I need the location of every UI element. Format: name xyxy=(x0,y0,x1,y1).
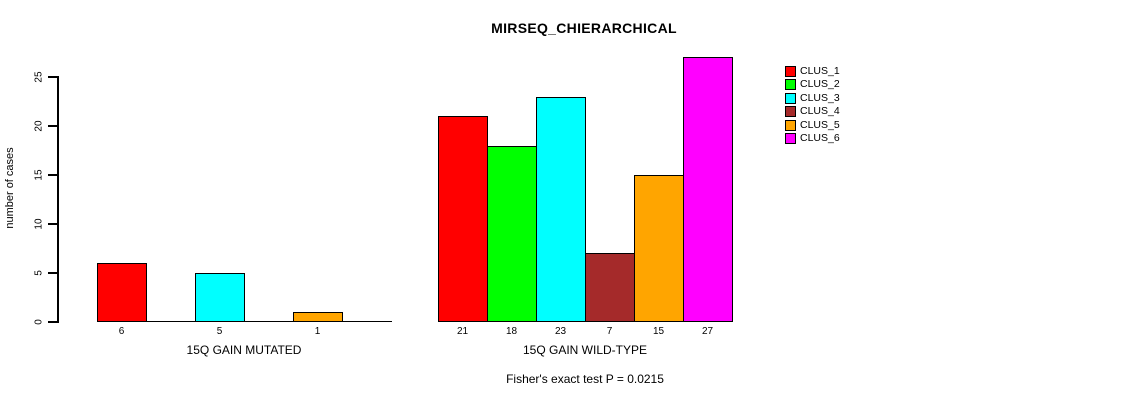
legend-swatch-clus_6 xyxy=(785,133,796,144)
y-tick-label: 0 xyxy=(33,319,45,325)
y-axis-label: number of cases xyxy=(4,147,16,229)
bar-value-label: 23 xyxy=(554,326,567,337)
y-tick-label: 20 xyxy=(33,120,45,132)
y-tick-mark xyxy=(48,272,58,274)
y-axis-line xyxy=(57,76,59,323)
legend-swatch-clus_1 xyxy=(785,66,796,77)
bar-clus_5 xyxy=(293,312,343,322)
y-tick-label: 25 xyxy=(33,71,45,83)
y-tick-mark xyxy=(48,125,58,127)
y-tick-mark xyxy=(48,321,58,323)
y-tick-mark xyxy=(48,223,58,225)
legend-label-clus_1: CLUS_1 xyxy=(800,65,840,77)
zero-bar-clus_6 xyxy=(342,320,392,322)
legend-swatch-clus_3 xyxy=(785,92,796,104)
y-tick-mark xyxy=(48,174,58,176)
bar-value-label: 18 xyxy=(505,326,518,337)
bar-value-label: 21 xyxy=(456,326,469,337)
group-label-mutated: 15Q GAIN MUTATED xyxy=(186,343,302,357)
legend-swatch-clus_2 xyxy=(785,79,796,91)
bar-clus_3 xyxy=(536,97,586,322)
bar-value-label: 15 xyxy=(652,326,665,337)
legend-label-clus_2: CLUS_2 xyxy=(800,78,840,91)
bar-clus_1 xyxy=(438,116,488,322)
legend-swatch-clus_5 xyxy=(785,119,796,131)
bar-clus_4 xyxy=(585,253,635,322)
bar-value-label: 5 xyxy=(216,326,223,337)
legend-label-clus_3: CLUS_3 xyxy=(800,91,840,104)
group-label-wildtype: 15Q GAIN WILD-TYPE xyxy=(522,343,648,357)
footnote-fisher-test: Fisher's exact test P = 0.0215 xyxy=(506,372,664,386)
y-tick-label: 15 xyxy=(33,169,45,181)
y-tick-mark xyxy=(48,76,58,78)
bar-value-label: 1 xyxy=(314,326,321,337)
bar-clus_3 xyxy=(195,273,245,322)
zero-bar-clus_2 xyxy=(146,320,196,322)
legend-label-clus_6: CLUS_6 xyxy=(800,132,840,144)
bar-value-label: 6 xyxy=(118,326,125,337)
bar-clus_6 xyxy=(683,57,733,322)
y-tick-label: 10 xyxy=(33,218,45,230)
legend-label-clus_5: CLUS_5 xyxy=(800,118,840,131)
bar-value-label: 7 xyxy=(606,326,613,337)
legend-label-clus_4: CLUS_4 xyxy=(800,105,840,118)
zero-bar-clus_4 xyxy=(244,320,294,322)
bar-clus_5 xyxy=(634,175,684,322)
bar-clus_2 xyxy=(487,146,537,322)
bar-value-label: 27 xyxy=(701,326,714,337)
legend-swatch-clus_4 xyxy=(785,106,796,118)
bar-clus_1 xyxy=(97,263,147,322)
chart-title: MIRSEQ_CHIERARCHICAL xyxy=(491,20,677,36)
y-tick-label: 5 xyxy=(33,270,45,276)
